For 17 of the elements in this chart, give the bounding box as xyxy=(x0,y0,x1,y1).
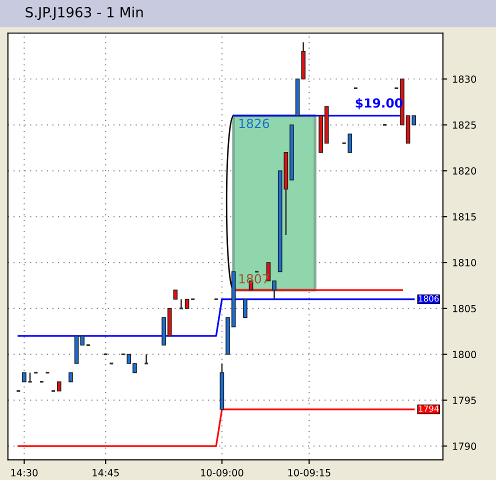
data-label: 1806 xyxy=(418,295,439,302)
y-tick-label: 1790 xyxy=(453,442,476,450)
y-tick-label: 1805 xyxy=(453,304,476,312)
y-tick-label: 1800 xyxy=(453,350,476,358)
y-tick-label: 1810 xyxy=(453,259,476,266)
y-tick-label: 1825 xyxy=(453,121,476,129)
y-tick-label: 1815 xyxy=(453,213,476,220)
x-tick-label: 14:45 xyxy=(92,469,119,476)
x-tick-label: 10-09:00 xyxy=(201,469,244,476)
x-tick-label: 10-09:15 xyxy=(288,469,330,476)
data-label: 1826 xyxy=(239,118,270,128)
chart-title: S.JP.J1963 - 1 Min xyxy=(26,6,143,20)
data-label: 1794 xyxy=(418,405,439,412)
y-tick-label: 1820 xyxy=(453,167,476,175)
x-tick-label: 14:30 xyxy=(11,469,38,476)
y-tick-label: 1830 xyxy=(453,75,476,83)
y-tick-label: 1795 xyxy=(453,396,476,404)
